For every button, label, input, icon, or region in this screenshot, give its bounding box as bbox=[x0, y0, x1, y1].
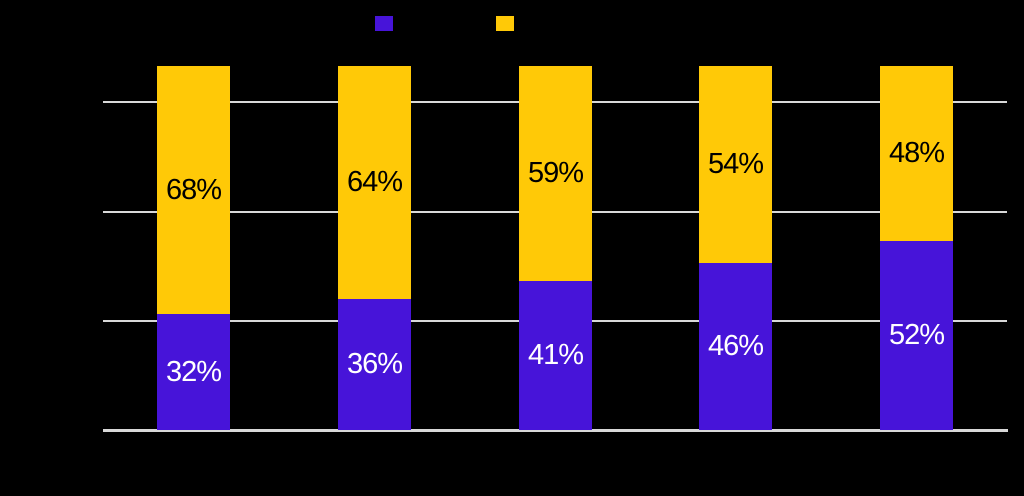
bar-segment-purple: 36% bbox=[338, 299, 411, 430]
segment-label: 54% bbox=[707, 148, 764, 180]
segment-label: 48% bbox=[888, 137, 945, 169]
segment-label: 36% bbox=[346, 348, 403, 380]
chart-legend bbox=[0, 0, 1024, 48]
segment-label: 59% bbox=[527, 157, 584, 189]
segment-label: 64% bbox=[346, 166, 403, 198]
bar-segment-purple: 32% bbox=[157, 314, 230, 430]
bar-segment-yellow: 48% bbox=[880, 66, 953, 241]
legend-swatch-purple bbox=[375, 16, 393, 31]
bar-segment-purple: 46% bbox=[699, 263, 772, 430]
bar-segment-purple: 41% bbox=[519, 281, 592, 430]
legend-swatch-yellow bbox=[496, 16, 514, 31]
bar-segment-yellow: 59% bbox=[519, 66, 592, 281]
segment-label: 46% bbox=[707, 330, 764, 362]
segment-label: 41% bbox=[527, 339, 584, 371]
bar-segment-yellow: 54% bbox=[699, 66, 772, 263]
bar-segment-yellow: 64% bbox=[338, 66, 411, 299]
x-axis-line bbox=[103, 429, 1008, 432]
segment-label: 32% bbox=[165, 355, 222, 388]
segment-label: 52% bbox=[888, 319, 945, 351]
bar-segment-purple: 52% bbox=[880, 241, 953, 430]
segment-label: 68% bbox=[165, 173, 222, 206]
bar-segment-yellow: 68% bbox=[157, 66, 230, 314]
